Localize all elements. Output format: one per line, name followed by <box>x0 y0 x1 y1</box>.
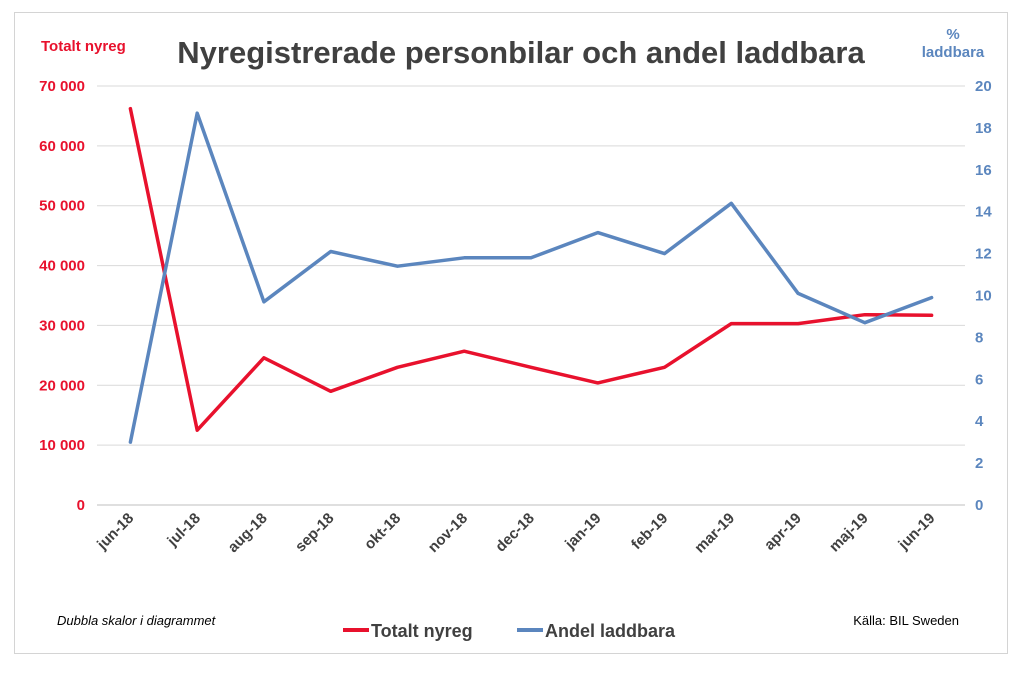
left-axis-title: Totalt nyreg <box>41 38 126 55</box>
x-tick-label: apr-19 <box>761 510 805 554</box>
left-tick-label: 20 000 <box>39 377 85 394</box>
right-tick-label: 6 <box>975 371 983 388</box>
right-tick-label: 0 <box>975 497 983 514</box>
x-tick-label: nov-18 <box>425 510 471 556</box>
footnote: Dubbla skalor i diagrammet <box>57 613 217 628</box>
series-line-andel-laddbara <box>128 111 934 444</box>
x-tick-label: jul-18 <box>164 510 204 550</box>
legend-label-totalt-nyreg: Totalt nyreg <box>371 621 473 641</box>
legend: Totalt nyreg Andel laddbara <box>343 621 676 641</box>
chart-title: Nyregistrerade personbilar och andel lad… <box>177 35 865 70</box>
line-chart: 0 10 000 20 000 30 000 40 000 50 000 60 000 70 … <box>39 26 992 641</box>
right-tick-label: 2 <box>975 455 983 472</box>
right-tick-label: 4 <box>975 413 984 430</box>
x-tick-label: jun-18 <box>93 510 137 554</box>
chart-frame: 0 10 000 20 000 30 000 40 000 50 000 60 000 70 … <box>14 12 1008 654</box>
x-tick-label: maj-19 <box>826 510 872 556</box>
right-tick-label: 12 <box>975 246 992 263</box>
right-tick-label: 10 <box>975 288 992 305</box>
right-axis-title-line1: % <box>946 26 959 43</box>
x-tick-label: sep-18 <box>292 510 338 556</box>
x-axis-ticks: jun-18 jul-18 aug-18 sep-18 okt-18 nov-18 dec-… <box>93 510 938 557</box>
left-tick-label: 30 000 <box>39 317 85 334</box>
right-axis-title-line2: laddbara <box>922 44 985 61</box>
left-axis-ticks: 0 10 000 20 000 30 000 40 000 50 000 60 000 70 … <box>39 78 85 514</box>
x-tick-label: mar-19 <box>691 510 738 557</box>
left-tick-label: 40 000 <box>39 258 85 275</box>
series-lines <box>128 106 934 444</box>
right-tick-label: 8 <box>975 329 983 346</box>
x-tick-label: okt-18 <box>361 510 404 553</box>
x-tick-label: jan-19 <box>561 510 604 553</box>
left-tick-label: 0 <box>77 497 85 514</box>
x-tick-label: aug-18 <box>225 510 271 556</box>
x-tick-label: dec-18 <box>492 510 538 556</box>
right-axis-ticks: 0 2 4 6 8 10 12 14 16 18 20 <box>975 78 992 514</box>
series-line-totalt-nyreg <box>128 106 934 432</box>
left-tick-label: 10 000 <box>39 437 85 454</box>
left-tick-label: 70 000 <box>39 78 85 95</box>
source-credit: Källa: BIL Sweden <box>853 613 959 628</box>
left-tick-label: 50 000 <box>39 198 85 215</box>
x-tick-label: jun-19 <box>894 510 938 554</box>
right-tick-label: 14 <box>975 204 992 221</box>
x-tick-label: feb-19 <box>628 510 671 553</box>
gridlines <box>97 85 965 506</box>
right-tick-label: 16 <box>975 162 992 179</box>
left-tick-label: 60 000 <box>39 138 85 155</box>
right-tick-label: 20 <box>975 78 992 95</box>
legend-label-andel-laddbara: Andel laddbara <box>545 621 676 641</box>
right-tick-label: 18 <box>975 120 992 137</box>
